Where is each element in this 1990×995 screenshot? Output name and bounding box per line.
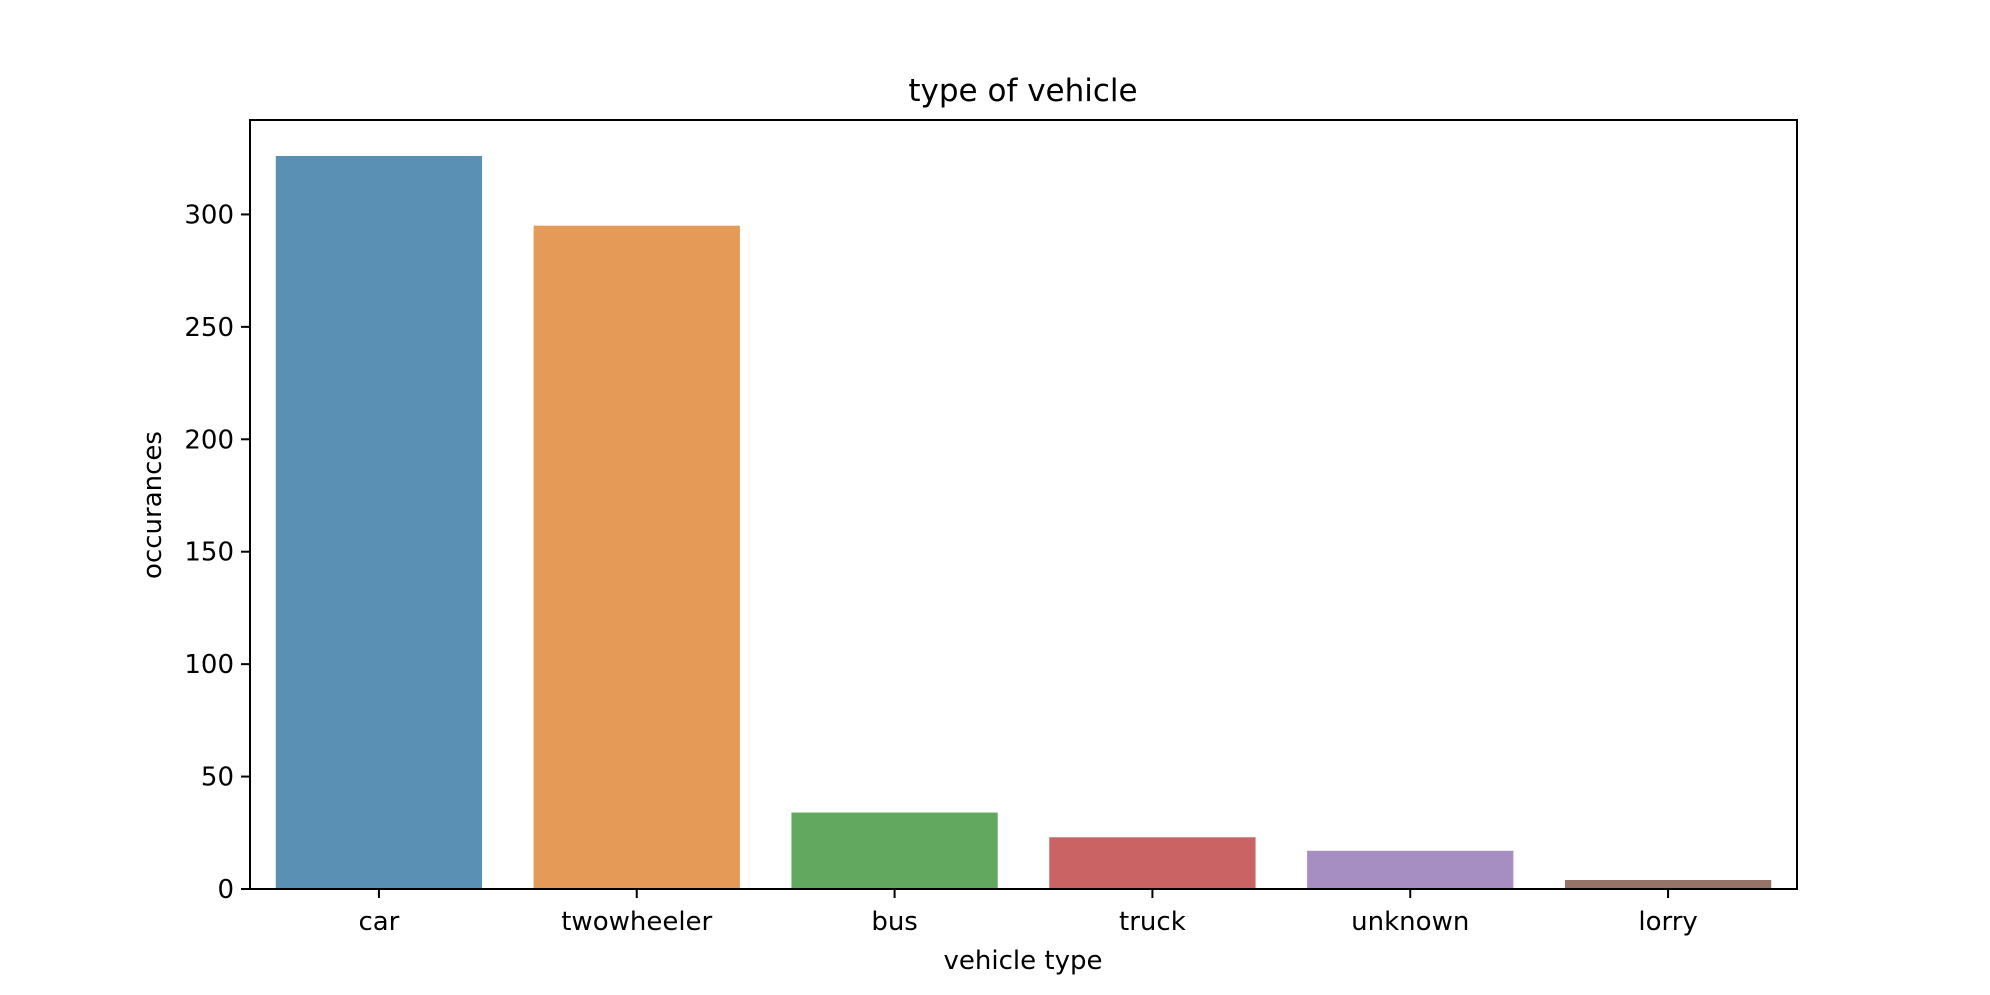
y-tick-label: 200 [184, 425, 234, 455]
x-tick-label: bus [871, 907, 918, 937]
y-axis-label: occurances [138, 431, 168, 579]
x-axis-label: vehicle type [944, 946, 1103, 976]
x-axis-ticks: car twowheeler bus truck unknown lorry [358, 889, 1698, 937]
bars-layer [275, 155, 1772, 890]
bar-unknown [1307, 850, 1514, 889]
bar-lorry [1564, 880, 1772, 889]
x-tick-label: car [358, 907, 399, 937]
y-tick-label: 150 [184, 538, 234, 568]
y-tick-label: 100 [184, 650, 234, 680]
x-tick-label: lorry [1638, 907, 1697, 937]
y-tick-label: 50 [201, 763, 234, 793]
bar-truck [1049, 837, 1256, 889]
plot-frame [249, 119, 1798, 890]
bar-bus [791, 812, 998, 889]
y-axis-ticks: 0 50 100 150 200 250 300 [184, 200, 250, 905]
x-tick-label: unknown [1351, 907, 1469, 937]
bar-car [275, 155, 483, 890]
x-tick-label: twowheeler [561, 907, 712, 937]
chart-title: type of vehicle [908, 73, 1137, 109]
y-tick-label: 300 [184, 200, 234, 230]
bar-twowheeler [533, 225, 740, 889]
y-tick-label: 0 [217, 875, 234, 905]
y-tick-label: 250 [184, 313, 234, 343]
x-tick-label: truck [1119, 907, 1186, 937]
